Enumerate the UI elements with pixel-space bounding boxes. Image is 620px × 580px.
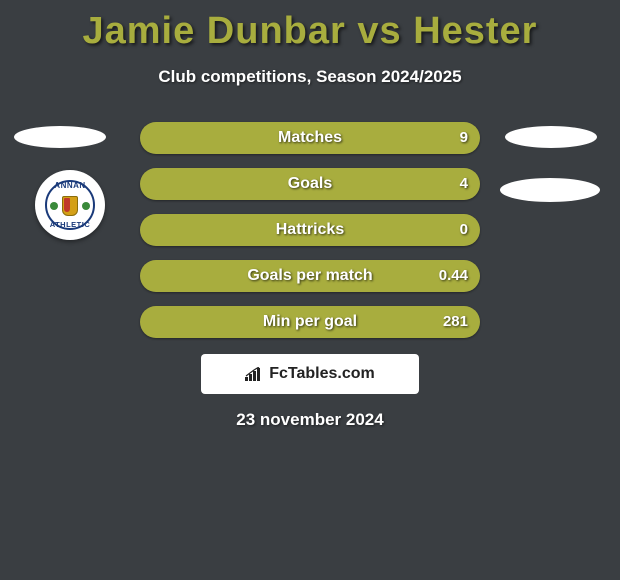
stat-label: Min per goal xyxy=(140,306,480,338)
subtitle: Club competitions, Season 2024/2025 xyxy=(0,67,620,87)
stat-value: 0.44 xyxy=(439,260,468,292)
player-right-placeholder-1 xyxy=(505,126,597,148)
page-title: Jamie Dunbar vs Hester xyxy=(0,0,620,53)
stat-value: 9 xyxy=(460,122,468,154)
stat-value: 0 xyxy=(460,214,468,246)
stat-row: Min per goal281 xyxy=(140,306,480,338)
player-left-placeholder xyxy=(14,126,106,148)
stat-row: Goals per match0.44 xyxy=(140,260,480,292)
stat-row: Hattricks0 xyxy=(140,214,480,246)
stats-container: Matches9Goals4Hattricks0Goals per match0… xyxy=(140,122,480,352)
stat-label: Goals per match xyxy=(140,260,480,292)
brand-box: FcTables.com xyxy=(201,354,419,394)
chart-icon xyxy=(245,367,263,381)
stat-label: Hattricks xyxy=(140,214,480,246)
date-text: 23 november 2024 xyxy=(0,410,620,430)
stat-value: 4 xyxy=(460,168,468,200)
badge-circle: ANNAN ATHLETIC xyxy=(35,170,105,240)
stat-value: 281 xyxy=(443,306,468,338)
stat-row: Goals4 xyxy=(140,168,480,200)
stat-label: Goals xyxy=(140,168,480,200)
badge-shield-inner xyxy=(64,198,70,212)
badge-thistle-right xyxy=(82,202,90,210)
stat-row: Matches9 xyxy=(140,122,480,154)
badge-text-top: ANNAN xyxy=(35,181,105,190)
brand-text: FcTables.com xyxy=(269,365,375,383)
club-badge: ANNAN ATHLETIC xyxy=(35,170,105,240)
badge-thistle-left xyxy=(50,202,58,210)
badge-text-bottom: ATHLETIC xyxy=(35,220,105,229)
stat-label: Matches xyxy=(140,122,480,154)
player-right-placeholder-2 xyxy=(500,178,600,202)
